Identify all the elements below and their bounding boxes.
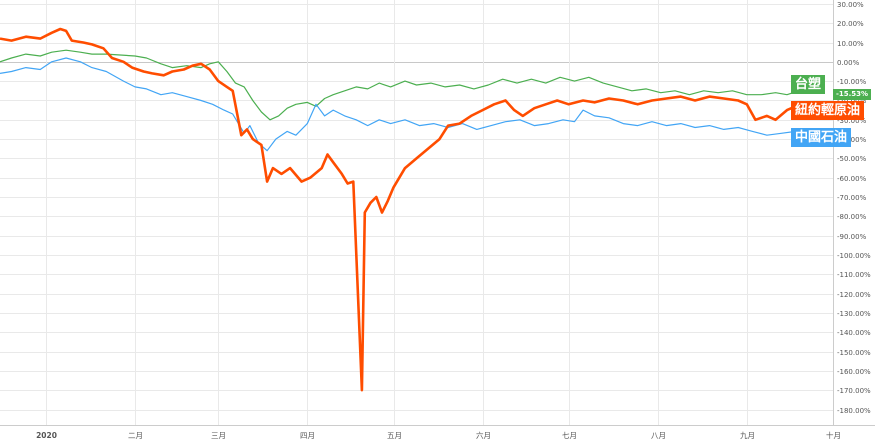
y-tick-label: -50.00% xyxy=(837,155,867,163)
x-tick-label: 九月 xyxy=(740,431,755,440)
y-tick-label: -70.00% xyxy=(837,194,867,202)
y-tick-label: -10.00% xyxy=(837,78,867,86)
series-label-tai-plastic: 台塑 xyxy=(791,74,826,94)
x-tick-label: 七月 xyxy=(562,431,577,440)
x-tick-label: 2020 xyxy=(36,431,57,440)
series-value-badge: -15.53% xyxy=(833,88,872,100)
series-line-2 xyxy=(0,57,796,152)
y-tick-label: -20.00% xyxy=(837,97,867,105)
series-label-crude-oil: 紐約輕原油 xyxy=(791,101,865,121)
y-tick-label: 0.00% xyxy=(837,59,860,67)
y-tick-label: -120.00% xyxy=(837,291,871,299)
y-tick-label: -80.00% xyxy=(837,213,867,221)
y-tick-label: -140.00% xyxy=(837,329,871,337)
y-tick-label: -160.00% xyxy=(837,368,871,376)
series-label-petrochina: 中國石油 xyxy=(791,128,852,148)
x-tick-label: 六月 xyxy=(476,430,491,440)
y-tick-label: -150.00% xyxy=(837,349,871,357)
y-tick-label: -30.00% xyxy=(837,117,867,125)
y-tick-label: 30.00% xyxy=(837,1,864,9)
y-axis-ticks: 30.00% 20.00% 10.00% 0.00% -10.00% -20.00% -30… xyxy=(837,1,871,415)
y-tick-label: -170.00% xyxy=(837,387,871,395)
series-line-0 xyxy=(0,49,796,121)
y-tick-label: -40.00% xyxy=(837,136,867,144)
gridlines xyxy=(0,0,875,426)
series-lines xyxy=(0,27,797,392)
y-tick-label: -90.00% xyxy=(837,233,867,241)
x-tick-label: 三月 xyxy=(211,431,226,440)
y-tick-label: -100.00% xyxy=(837,252,871,260)
x-tick-label: 四月 xyxy=(300,431,315,440)
y-tick-label: 10.00% xyxy=(837,40,864,48)
y-tick-label: 20.00% xyxy=(837,20,864,28)
y-tick-label: -110.00% xyxy=(837,271,871,279)
y-tick-label: -60.00% xyxy=(837,175,867,183)
series-line-1 xyxy=(0,27,797,392)
y-tick-label: -180.00% xyxy=(837,407,871,415)
x-tick-label: 八月 xyxy=(651,431,666,440)
x-tick-label: 二月 xyxy=(128,431,143,440)
x-tick-label: 五月 xyxy=(387,431,402,440)
x-axis-ticks: 2020 二月 三月 四月 五月 六月 七月 八月 九月 十月 xyxy=(36,430,841,440)
x-tick-label: 十月 xyxy=(826,430,841,440)
y-tick-label: -130.00% xyxy=(837,310,871,318)
